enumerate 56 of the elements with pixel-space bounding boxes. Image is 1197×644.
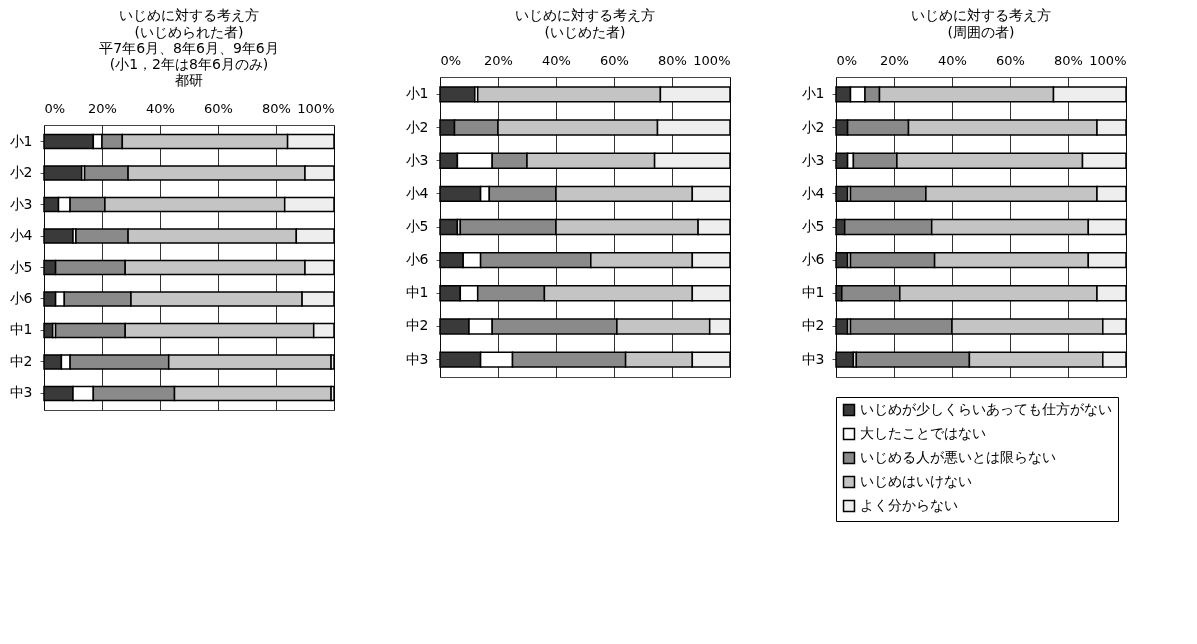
- y-tick-label: 小6: [405, 251, 429, 268]
- x-tick-label: 40%: [938, 52, 967, 68]
- x-tick-label: 80%: [658, 52, 687, 68]
- x-tick-label: 100%: [297, 100, 335, 116]
- chart-title: いじめに対する考え方: [515, 7, 655, 23]
- x-tick-label: 100%: [1089, 52, 1127, 68]
- y-tick-label: 小2: [801, 118, 825, 135]
- legend-label: いじめが少しくらいあっても仕方がない: [860, 401, 1112, 417]
- y-tick-label: 中3: [801, 350, 825, 367]
- y-tick-label: 小1: [9, 132, 33, 149]
- x-tick-label: 20%: [880, 52, 909, 68]
- y-tick-label: 中2: [9, 352, 33, 369]
- y-tick-label: 小3: [801, 151, 825, 168]
- x-tick-label: 40%: [146, 100, 175, 116]
- y-tick-label: 小4: [405, 184, 429, 201]
- x-tick-label: 0%: [836, 52, 858, 68]
- y-tick-label: 中2: [405, 317, 429, 334]
- x-tick-label: 40%: [542, 52, 571, 68]
- x-tick-label: 60%: [996, 52, 1025, 68]
- y-tick-label: 小4: [9, 227, 33, 244]
- x-tick-label: 100%: [693, 52, 731, 68]
- y-tick-label: 小6: [801, 251, 825, 268]
- y-tick-label: 中3: [9, 384, 33, 401]
- x-tick-label: 80%: [262, 100, 291, 116]
- y-tick-label: 小3: [405, 151, 429, 168]
- x-tick-label: 60%: [600, 52, 629, 68]
- chart-title: いじめに対する考え方: [911, 7, 1051, 23]
- y-tick-label: 中1: [405, 284, 429, 301]
- chart-subtitle: (いじめられた者) 平7年6月、8年6月、9年6月 (小1，2年は8年6月のみ) 都研: [99, 24, 279, 88]
- y-tick-label: 小1: [405, 85, 429, 102]
- y-tick-label: 小5: [801, 218, 825, 234]
- legend-label: いじめはいけない: [860, 473, 972, 489]
- y-tick-label: 小6: [9, 289, 33, 306]
- y-tick-label: 小4: [801, 184, 825, 201]
- legend-label: よく分からない: [860, 497, 958, 513]
- chart-title: いじめに対する考え方: [119, 7, 259, 23]
- y-tick-label: 小1: [801, 85, 825, 102]
- legend-label: 大したことではない: [860, 425, 986, 441]
- x-tick-label: 80%: [1054, 52, 1083, 68]
- y-tick-label: 中2: [801, 317, 825, 334]
- y-tick-label: 中1: [9, 321, 33, 338]
- y-tick-label: 小5: [9, 258, 33, 275]
- chart-subtitle: (いじめた者): [544, 24, 626, 40]
- x-tick-label: 20%: [484, 52, 513, 68]
- x-tick-label: 60%: [204, 100, 233, 116]
- y-tick-label: 小3: [9, 195, 33, 212]
- chart-subtitle: (周囲の者): [947, 24, 1015, 40]
- x-tick-label: 0%: [44, 100, 66, 116]
- y-tick-label: 小2: [405, 118, 429, 135]
- y-tick-label: 小5: [405, 218, 429, 234]
- x-tick-label: 0%: [440, 52, 462, 68]
- y-tick-label: 中1: [801, 284, 825, 301]
- legend-label: いじめる人が悪いとは限らない: [860, 449, 1056, 465]
- y-tick-label: 小2: [9, 164, 33, 181]
- x-tick-label: 20%: [88, 100, 117, 116]
- y-tick-label: 中3: [405, 350, 429, 367]
